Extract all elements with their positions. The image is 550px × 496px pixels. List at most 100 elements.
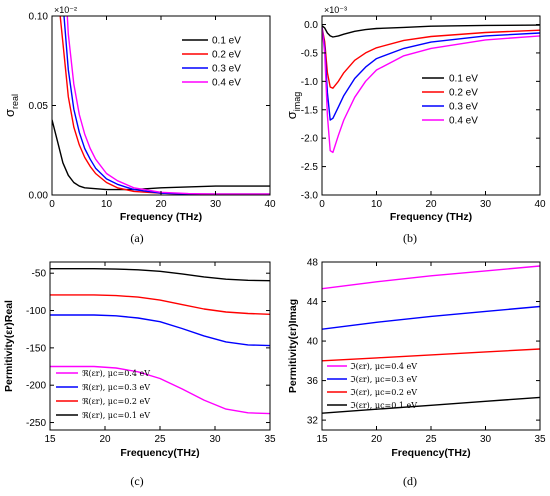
axis-exponent-label: ×10⁻² — [54, 5, 77, 15]
series-line-c-2 — [50, 314, 270, 347]
x-tick-label: 30 — [480, 199, 492, 210]
plot-area — [322, 24, 540, 154]
legend-label: 0.2 eV — [212, 50, 241, 61]
legend-label: 0.4 eV — [212, 78, 241, 89]
y-tick-label: 32 — [307, 416, 319, 427]
chart-panel-d: 15 20 25 30 35 32 36 40 44 48 Frequency(THz) Permit… — [287, 258, 546, 489]
plot-area — [50, 268, 270, 415]
legend-label: ℜ(εr), μc=0.3 eV — [82, 383, 150, 392]
y-tick-label: -50 — [32, 269, 47, 280]
y-axis-label: σimag — [284, 92, 302, 120]
legend: ℜ(εr), μc=0.4 eV ℜ(εr), μc=0.3 eV ℜ(εr), μ… — [56, 369, 150, 420]
legend-label: ℑ(εr), μc=0.4 eV — [350, 362, 417, 371]
legend-label: ℜ(εr), μc=0.2 eV — [82, 397, 150, 406]
y-tick-label: -200 — [26, 381, 46, 392]
x-axis-label: Frequency(THz) — [120, 447, 199, 459]
y-tick-label: 0.05 — [29, 101, 49, 112]
x-tick-label: 20 — [371, 434, 383, 445]
y-axis-label: Permitivity(εr)Imag — [287, 299, 299, 393]
y-tick-label: -2.5 — [301, 162, 319, 173]
y-tick-label: -250 — [26, 418, 46, 429]
series-line-d-0 — [322, 396, 540, 414]
panel-caption: (d) — [403, 474, 417, 488]
series-line-c-1 — [50, 294, 270, 315]
series-line-b-1 — [322, 27, 540, 89]
y-axis-label-main: σ — [284, 111, 299, 119]
chart-panel-b: 0 10 20 30 40 0.0 -0.5 -1.0 -1.5 -2.0 -2.5 -3.0 Freq… — [284, 5, 546, 245]
y-tick-label: 0.0 — [304, 20, 318, 31]
series-line-d-2 — [322, 305, 540, 330]
y-tick-label: -2.0 — [301, 134, 319, 145]
y-tick-label: -1.0 — [301, 77, 319, 88]
x-tick-label: 0 — [49, 199, 55, 210]
x-tick-label: 25 — [154, 434, 166, 445]
x-tick-label: 35 — [264, 434, 276, 445]
x-tick-label: 10 — [101, 199, 113, 210]
legend: ℑ(εr), μc=0.4 eV ℑ(εr), μc=0.3 eV ℑ(εr), μ… — [327, 362, 417, 410]
y-tick-label: 36 — [307, 376, 319, 387]
legend-label: 0.3 eV — [212, 64, 241, 75]
x-tick-label: 30 — [209, 434, 221, 445]
legend-label: 0.2 eV — [449, 88, 478, 99]
legend-label: ℑ(εr), μc=0.3 eV — [350, 375, 417, 384]
x-axis-label: Frequency(THz) — [391, 447, 470, 459]
x-tick-label: 15 — [44, 434, 56, 445]
x-tick-label: 35 — [534, 434, 546, 445]
y-tick-label: -100 — [26, 306, 46, 317]
series-line-b-2 — [322, 27, 540, 121]
legend-label: ℑ(εr), μc=0.2 eV — [350, 388, 417, 397]
y-tick-label: 0.10 — [29, 12, 49, 23]
y-tick-label: -150 — [26, 343, 46, 354]
y-tick-label: 0.00 — [29, 191, 49, 202]
series-line-c-0 — [50, 268, 270, 282]
x-tick-label: 40 — [264, 199, 276, 210]
series-line-b-0 — [322, 24, 540, 38]
x-tick-label: 20 — [155, 199, 167, 210]
legend-label: 0.1 eV — [212, 36, 241, 47]
y-axis-label-sub: imag — [292, 92, 302, 112]
series-line-a-3 — [66, 16, 270, 195]
x-tick-label: 10 — [371, 199, 383, 210]
series-line-b-3 — [322, 27, 540, 154]
y-tick-label: 44 — [307, 297, 319, 308]
series-line-d-3 — [322, 265, 540, 290]
x-tick-label: 25 — [425, 434, 437, 445]
legend: 0.1 eV 0.2 eV 0.3 eV 0.4 eV — [422, 74, 478, 127]
x-tick-label: 30 — [480, 434, 492, 445]
y-axis-label-sub: real — [10, 94, 20, 109]
series-line-c-3 — [50, 365, 270, 415]
x-tick-label: 30 — [210, 199, 222, 210]
x-axis-label: Frequency (THz) — [120, 211, 202, 223]
y-axis-label: Permitivity(εr)Real — [3, 300, 15, 392]
plot-area — [322, 265, 540, 414]
axis-exponent-label: ×10⁻³ — [324, 5, 347, 15]
y-tick-label: 48 — [307, 258, 319, 269]
chart-panel-c: 15 20 25 30 35 -50 -100 -150 -200 -250 Frequency(T… — [3, 261, 276, 488]
plot-area — [52, 16, 270, 195]
x-tick-label: 20 — [425, 199, 437, 210]
series-line-d-1 — [322, 348, 540, 362]
x-tick-label: 0 — [319, 199, 325, 210]
y-axis-label-main: σ — [2, 109, 17, 117]
x-tick-label: 15 — [316, 434, 328, 445]
legend-label: 0.4 eV — [449, 116, 478, 127]
chart-panel-a: 0 10 20 30 40 0.00 0.05 0.10 Frequency (THz) σrea… — [2, 5, 276, 245]
legend-label: ℜ(εr), μc=0.1 eV — [82, 411, 150, 420]
legend: 0.1 eV 0.2 eV 0.3 eV 0.4 eV — [182, 36, 241, 89]
panel-caption: (c) — [130, 474, 143, 488]
legend-label: 0.3 eV — [449, 102, 478, 113]
x-axis-label: Frequency (THz) — [390, 211, 472, 223]
legend-label: ℑ(εr), μc=0.1 eV — [350, 401, 417, 410]
panel-caption: (a) — [130, 231, 143, 245]
y-axis-label: σreal — [2, 94, 20, 117]
legend-label: ℜ(εr), μc=0.4 eV — [82, 369, 150, 378]
y-tick-label: 40 — [307, 337, 319, 348]
y-tick-label: -1.5 — [301, 105, 319, 116]
series-line-a-0 — [52, 119, 270, 191]
y-tick-label: -0.5 — [301, 48, 319, 59]
x-tick-label: 40 — [534, 199, 546, 210]
x-tick-label: 20 — [99, 434, 111, 445]
panel-caption: (b) — [403, 231, 417, 245]
legend-label: 0.1 eV — [449, 74, 478, 85]
